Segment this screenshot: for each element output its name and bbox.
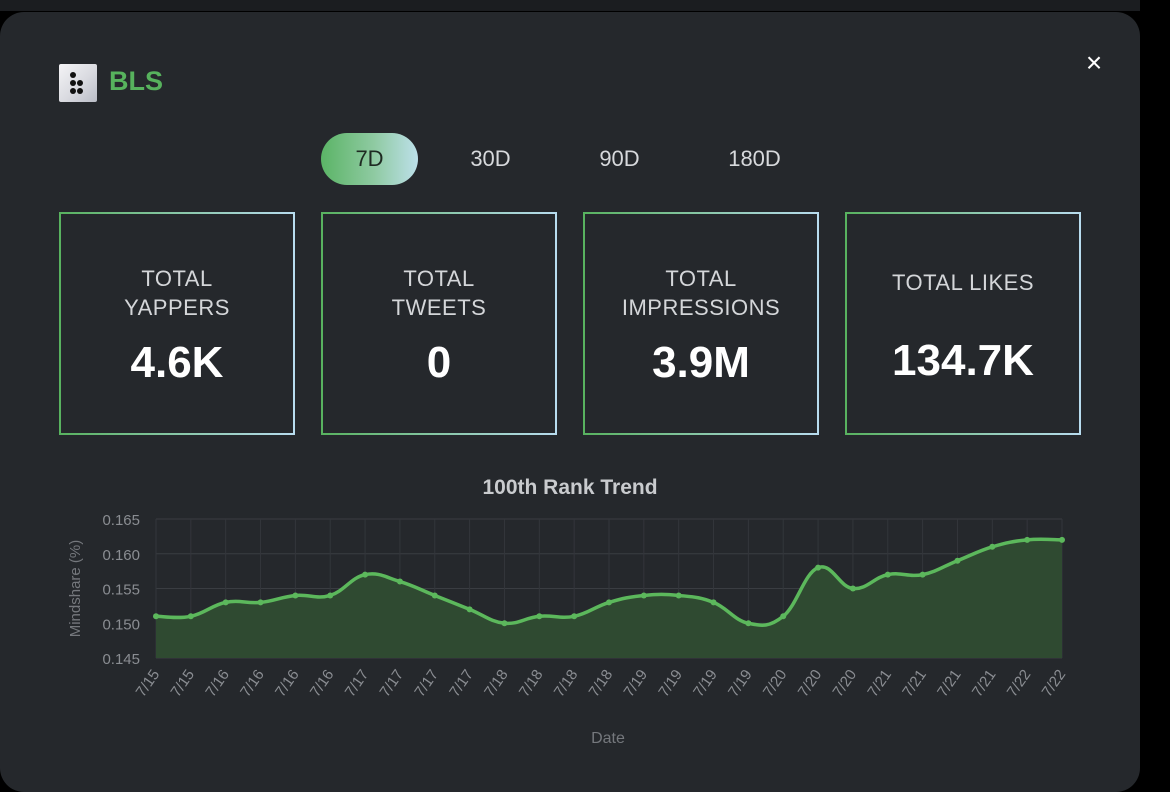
y-tick-label: 0.160 [102,547,140,564]
data-point[interactable] [536,613,543,620]
stat-value: 3.9M [652,338,750,387]
x-tick-label: 7/15 [133,667,164,701]
y-axis-label: Mindshare (%) [67,540,84,638]
x-tick-label: 7/16 [272,667,303,701]
data-point[interactable] [187,613,194,620]
data-point[interactable] [1059,536,1065,543]
data-point[interactable] [954,557,961,564]
x-tick-label: 7/20 [795,667,826,701]
y-tick-label: 0.155 [102,582,140,599]
x-axis: 7/15 7/15 7/16 7/16 7/16 7/16 7/17 7/17 7/17 7/17… [133,667,1070,701]
data-point[interactable] [989,543,996,550]
stat-label: TOTAL YAPPERS [124,266,230,320]
tab-7d[interactable]: 7D [321,133,418,185]
x-tick-label: 7/20 [760,667,791,701]
data-point[interactable] [396,578,403,585]
data-point[interactable] [884,571,891,578]
y-tick-label: 0.165 [102,512,140,529]
project-title: BLS [109,66,163,96]
data-point[interactable] [327,592,334,599]
data-point[interactable] [257,599,264,606]
x-tick-label: 7/15 [167,667,198,701]
stat-label: TOTAL LIKES [891,270,1035,295]
stat-card-total-impressions: TOTAL IMPRESSIONS 3.9M [583,212,819,435]
stat-value: 0 [426,338,452,387]
data-point[interactable] [1024,536,1031,543]
data-point[interactable] [606,599,612,606]
bls-logo-icon [59,64,97,102]
stat-card-total-yappers: TOTAL YAPPERS 4.6K [59,212,295,435]
x-tick-label: 7/21 [899,667,930,701]
data-point[interactable] [466,606,473,613]
data-point[interactable] [815,564,822,571]
x-tick-label: 7/18 [516,667,547,701]
data-point[interactable] [710,599,717,606]
y-axis: 0.165 0.160 0.155 0.150 0.145 [102,512,140,668]
close-icon[interactable]: × [1085,47,1103,78]
data-point[interactable] [153,613,159,620]
stat-card-total-tweets: TOTAL TWEETS 0 [321,212,557,435]
x-tick-label: 7/17 [342,667,373,701]
stat-label: TOTAL IMPRESSIONS [621,266,781,320]
x-tick-label: 7/17 [377,667,408,701]
data-point[interactable] [222,599,229,606]
x-tick-label: 7/22 [1004,667,1035,701]
data-point[interactable] [571,613,578,620]
data-point[interactable] [675,592,682,599]
x-tick-label: 7/16 [237,667,268,701]
data-point[interactable] [431,592,438,599]
x-tick-label: 7/17 [411,667,442,701]
data-point[interactable] [292,592,299,599]
x-tick-label: 7/18 [481,667,512,701]
x-tick-label: 7/19 [655,667,686,701]
window-top-bar [0,0,1140,11]
tab-180d[interactable]: 180D [728,146,781,171]
x-tick-label: 7/18 [551,667,582,701]
data-point[interactable] [780,613,787,620]
x-tick-label: 7/21 [934,667,965,701]
y-tick-label: 0.145 [102,651,140,668]
data-point[interactable] [849,585,856,592]
x-tick-label: 7/16 [202,667,233,701]
x-tick-label: 7/22 [1039,667,1070,701]
data-point[interactable] [745,620,752,627]
series-points [153,536,1065,627]
data-point[interactable] [640,592,647,599]
x-tick-label: 7/19 [725,667,756,701]
x-tick-label: 7/20 [830,667,861,701]
x-tick-label: 7/21 [864,667,895,701]
data-point[interactable] [362,571,369,578]
stat-value: 4.6K [130,338,224,387]
series-area-fill [156,539,1062,658]
x-tick-label: 7/19 [690,667,721,701]
x-axis-label: Date [591,730,625,747]
x-tick-label: 7/19 [620,667,651,701]
x-tick-label: 7/16 [307,667,338,701]
data-point[interactable] [919,571,926,578]
tab-90d[interactable]: 90D [599,146,640,171]
x-tick-label: 7/17 [446,667,477,701]
x-tick-label: 7/18 [586,667,617,701]
y-tick-label: 0.150 [102,616,140,633]
stat-value: 134.7K [892,336,1034,385]
stat-label: TOTAL TWEETS [391,266,487,320]
x-tick-label: 7/21 [969,667,1000,701]
tab-30d[interactable]: 30D [470,146,511,171]
chart-title: 100th Rank Trend [482,476,658,499]
stat-card-total-likes: TOTAL LIKES 134.7K [845,212,1081,435]
data-point[interactable] [501,620,508,627]
